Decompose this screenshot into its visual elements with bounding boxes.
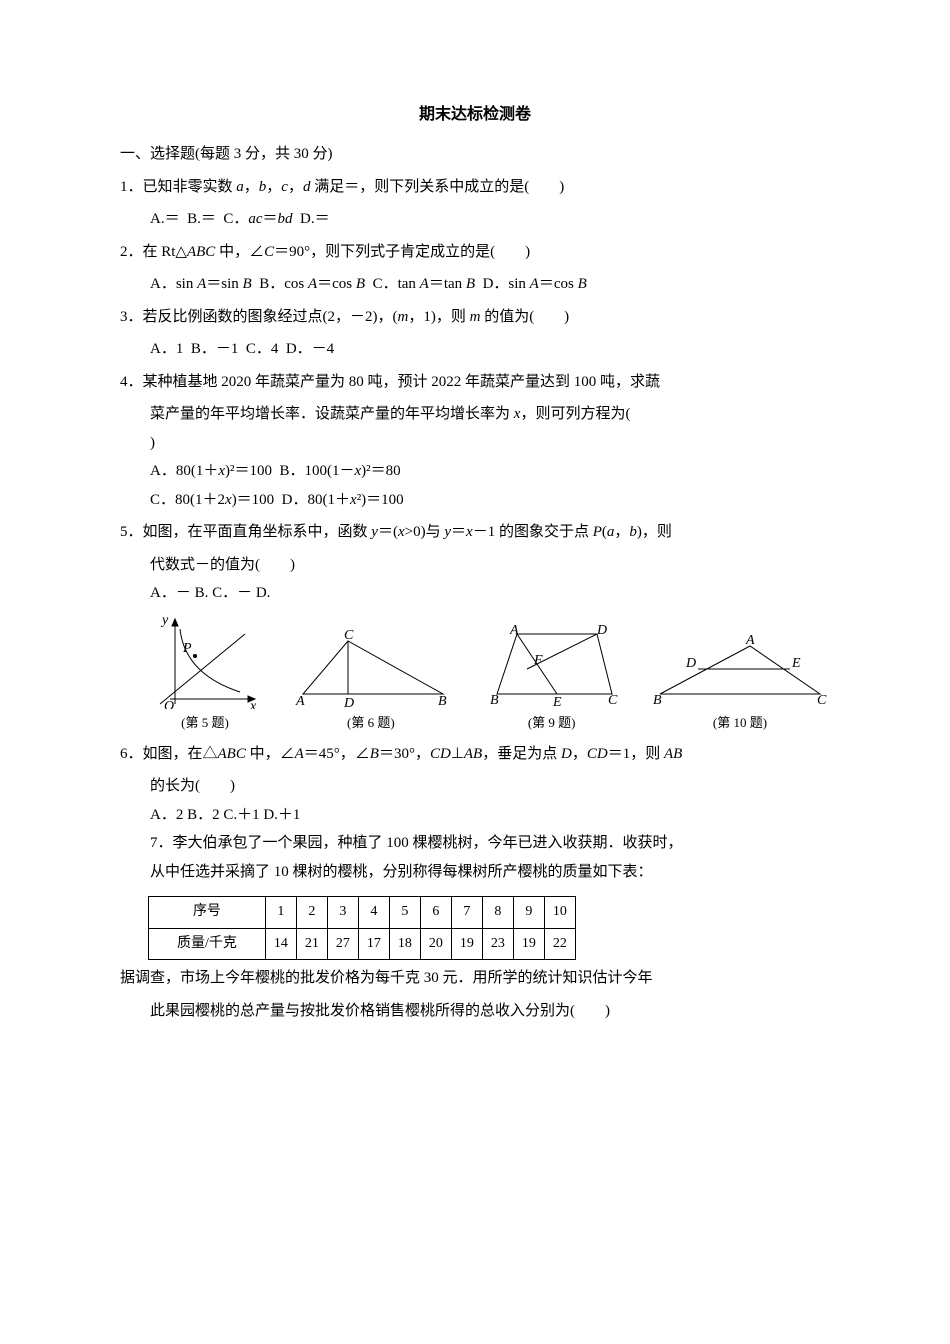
q7-stem-2: 从中任选并采摘了 10 棵树的樱桃，分别称得每棵树所产樱桃的质量如下表： — [120, 858, 830, 887]
table-cell: 7 — [451, 897, 482, 929]
table-cell: 14 — [265, 928, 296, 960]
label-E10: E — [791, 656, 801, 671]
table-cell: 19 — [451, 928, 482, 960]
table-cell: 1 — [265, 897, 296, 929]
label-B10: B — [653, 693, 662, 708]
label-B6: B — [438, 694, 447, 709]
label-A9: A — [509, 624, 519, 638]
label-F9: F — [533, 653, 543, 668]
label-C9: C — [608, 693, 618, 708]
figure-q10-svg: A B C D E — [650, 634, 830, 709]
table-cell: 20 — [420, 928, 451, 960]
figure-q9-svg: A D B E C F — [482, 624, 622, 709]
label-C6: C — [344, 629, 354, 643]
table-cell: 5 — [389, 897, 420, 929]
label-E9: E — [552, 695, 562, 709]
q4-stem-3: ) — [120, 429, 830, 458]
q1-text: 1．已知非零实数 a，b，c，d 满足＝，则下列关系中成立的是( ) — [120, 179, 564, 195]
q7-after-1: 据调查，市场上今年樱桃的批发价格为每千克 30 元．用所学的统计知识估计今年 — [120, 964, 830, 993]
q5-stem-1: 5．如图，在平面直角坐标系中，函数 y＝(x>0)与 y＝x－1 的图象交于点 … — [120, 518, 830, 547]
figure-q5-caption: (第 5 题) — [150, 711, 260, 736]
figure-q6: A D B C (第 6 题) — [288, 629, 453, 736]
label-A6: A — [295, 694, 305, 709]
q6-stem-2: 的长为( ) — [120, 772, 830, 801]
q2-stem: 2．在 Rt△ABC 中，∠C＝90°，则下列式子肯定成立的是( ) — [120, 238, 830, 267]
figure-q5: y x O P (第 5 题) — [150, 614, 260, 736]
q4-options-ab: A．80(1＋x)²＝100 B．100(1－x)²＝80 — [120, 457, 830, 486]
label-O: O — [164, 699, 174, 709]
table-cell: 22 — [544, 928, 575, 960]
label-P: P — [182, 641, 192, 656]
table-cell: 8 — [482, 897, 513, 929]
table-cell: 21 — [296, 928, 327, 960]
figure-q6-caption: (第 6 题) — [288, 711, 453, 736]
page-title: 期末达标检测卷 — [120, 100, 830, 130]
q4-stem-2: 菜产量的年平均增长率．设蔬菜产量的年平均增长率为 x，则可列方程为( — [120, 400, 830, 429]
table-cell: 3 — [327, 897, 358, 929]
q7-after-2: 此果园樱桃的总产量与按批发价格销售樱桃所得的总收入分别为( ) — [120, 997, 830, 1026]
figure-q6-svg: A D B C — [288, 629, 453, 709]
table-cell: 19 — [513, 928, 544, 960]
figure-q5-svg: y x O P — [150, 614, 260, 709]
label-A10: A — [745, 634, 755, 648]
label-B9: B — [490, 693, 499, 708]
table-cell: 6 — [420, 897, 451, 929]
label-D6: D — [343, 696, 354, 709]
label-D9: D — [596, 624, 607, 638]
q1-stem: 1．已知非零实数 a，b，c，d 满足＝，则下列关系中成立的是( ) — [120, 173, 830, 202]
q7-table: 序号 1 2 3 4 5 6 7 8 9 10 质量/千克 14 21 27 1… — [148, 896, 576, 960]
table-cell: 10 — [544, 897, 575, 929]
q7-stem-1: 7．李大伯承包了一个果园，种植了 100 棵樱桃树，今年已进入收获期．收获时， — [120, 829, 830, 858]
q1-options: A.＝ B.＝ C．ac＝bd D.＝ — [120, 205, 830, 234]
table-row: 质量/千克 14 21 27 17 18 20 19 23 19 22 — [149, 928, 576, 960]
table-cell: 18 — [389, 928, 420, 960]
section-1-heading: 一、选择题(每题 3 分，共 30 分) — [120, 140, 830, 169]
label-D10: D — [685, 656, 696, 671]
table-header-label: 质量/千克 — [149, 928, 266, 960]
q3-stem: 3．若反比例函数的图象经过点(2，－2)，(m，1)，则 m 的值为( ) — [120, 303, 830, 332]
q4-options-cd: C．80(1＋2x)＝100 D．80(1＋x²)＝100 — [120, 486, 830, 515]
table-cell: 2 — [296, 897, 327, 929]
table-cell: 4 — [358, 897, 389, 929]
table-cell: 27 — [327, 928, 358, 960]
figure-q10-caption: (第 10 题) — [650, 711, 830, 736]
table-cell: 17 — [358, 928, 389, 960]
figure-q9: A D B E C F (第 9 题) — [482, 624, 622, 736]
q6-options: A．2 B．2 C.＋1 D.＋1 — [120, 801, 830, 830]
label-y: y — [160, 614, 169, 628]
q6-stem-1: 6．如图，在△ABC 中，∠A＝45°，∠B＝30°，CD⊥AB，垂足为点 D，… — [120, 740, 830, 769]
table-cell: 23 — [482, 928, 513, 960]
q4-stem-1: 4．某种植基地 2020 年蔬菜产量为 80 吨，预计 2022 年蔬菜产量达到… — [120, 368, 830, 397]
table-header-label: 序号 — [149, 897, 266, 929]
figure-row: y x O P (第 5 题) A D B C (第 6 题) A — [120, 614, 830, 736]
table-row: 序号 1 2 3 4 5 6 7 8 9 10 — [149, 897, 576, 929]
label-x: x — [249, 699, 257, 709]
q3-options: A．1 B．－1 C．4 D．－4 — [120, 335, 830, 364]
table-cell: 9 — [513, 897, 544, 929]
q2-options: A．sin A＝sin B B．cos A＝cos B C．tan A＝tan … — [120, 270, 830, 299]
figure-q10: A B C D E (第 10 题) — [650, 634, 830, 736]
q5-options: A．－ B. C．－ D. — [120, 579, 830, 608]
label-C10: C — [817, 693, 827, 708]
q5-stem-2: 代数式－的值为( ) — [120, 551, 830, 580]
figure-q9-caption: (第 9 题) — [482, 711, 622, 736]
